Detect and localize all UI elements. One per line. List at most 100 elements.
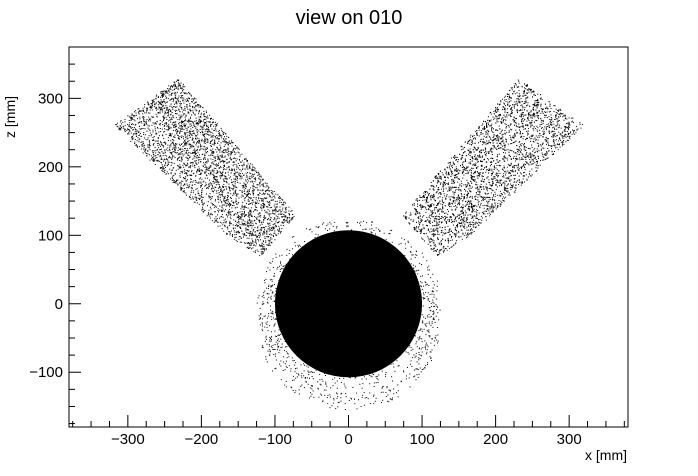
- data-point: [133, 132, 135, 134]
- data-point: [420, 281, 422, 283]
- data-point: [230, 142, 232, 144]
- data-point: [274, 223, 276, 225]
- data-point: [301, 372, 303, 374]
- data-point: [135, 110, 137, 112]
- data-point: [430, 310, 432, 312]
- data-point: [433, 284, 435, 286]
- data-point: [268, 223, 270, 225]
- data-point: [263, 221, 265, 223]
- data-point: [146, 107, 148, 109]
- data-point: [292, 360, 294, 362]
- data-point: [406, 282, 408, 284]
- data-point: [269, 262, 271, 264]
- data-point: [153, 159, 155, 161]
- data-point: [194, 108, 196, 110]
- data-point: [252, 168, 254, 170]
- data-point: [184, 190, 186, 192]
- data-point: [386, 260, 388, 262]
- data-point: [210, 150, 212, 152]
- data-point: [132, 134, 134, 136]
- data-point: [214, 178, 216, 180]
- data-point: [170, 118, 172, 120]
- data-point: [203, 145, 205, 147]
- data-point: [155, 157, 157, 159]
- data-point: [426, 283, 428, 285]
- data-point: [224, 177, 226, 179]
- data-point: [225, 138, 227, 140]
- data-point: [246, 247, 248, 249]
- data-point: [170, 152, 172, 154]
- data-point: [222, 178, 224, 180]
- data-point: [272, 291, 274, 293]
- data-point: [425, 348, 427, 350]
- data-point: [138, 122, 140, 124]
- data-point: [333, 230, 335, 232]
- data-point: [243, 186, 245, 188]
- data-point: [409, 265, 411, 267]
- data-point: [225, 142, 227, 144]
- data-point: [213, 207, 215, 209]
- data-point: [204, 158, 206, 160]
- data-point: [170, 85, 172, 87]
- data-point: [220, 175, 222, 177]
- data-point: [234, 207, 236, 209]
- data-point: [213, 143, 215, 145]
- data-point: [160, 109, 162, 111]
- data-point: [119, 125, 121, 127]
- data-point: [219, 199, 221, 201]
- data-point: [234, 170, 236, 172]
- data-point: [178, 137, 180, 139]
- data-point: [249, 235, 251, 237]
- data-point: [185, 132, 187, 134]
- data-point: [234, 234, 236, 236]
- data-point: [270, 192, 272, 194]
- data-point: [391, 246, 393, 248]
- data-point: [261, 190, 263, 192]
- data-point: [171, 179, 173, 181]
- data-point: [208, 129, 210, 131]
- data-point: [166, 159, 168, 161]
- data-point: [411, 254, 413, 256]
- data-point: [227, 147, 229, 149]
- data-point: [223, 175, 225, 177]
- data-point: [192, 101, 194, 103]
- data-point: [237, 225, 239, 227]
- data-point: [185, 180, 187, 182]
- data-point: [118, 128, 120, 130]
- data-point: [173, 145, 175, 147]
- data-point: [147, 144, 149, 146]
- data-point: [262, 303, 264, 305]
- data-point: [144, 112, 146, 114]
- data-point: [310, 385, 312, 387]
- data-point: [274, 323, 276, 325]
- data-point: [237, 162, 239, 164]
- data-point: [278, 329, 280, 331]
- data-point: [173, 146, 175, 148]
- data-point: [208, 195, 210, 197]
- data-point: [185, 127, 187, 129]
- data-point: [270, 298, 272, 300]
- data-point: [221, 193, 223, 195]
- data-point: [314, 242, 316, 244]
- data-point: [199, 173, 201, 175]
- data-point: [188, 97, 190, 99]
- data-point: [212, 134, 214, 136]
- data-point: [142, 128, 144, 130]
- data-point: [229, 156, 231, 158]
- data-point: [260, 313, 262, 315]
- data-point: [174, 157, 176, 159]
- data-point: [280, 365, 282, 367]
- data-point: [259, 235, 261, 237]
- data-point: [213, 152, 215, 154]
- data-point: [130, 127, 132, 129]
- data-point: [146, 110, 148, 112]
- data-point: [219, 149, 221, 151]
- data-point: [210, 166, 212, 168]
- data-point: [161, 100, 163, 102]
- data-point: [388, 401, 390, 403]
- data-point: [390, 363, 392, 365]
- data-point: [166, 106, 168, 108]
- data-point: [214, 200, 216, 202]
- data-point: [209, 125, 211, 127]
- data-point: [227, 143, 229, 145]
